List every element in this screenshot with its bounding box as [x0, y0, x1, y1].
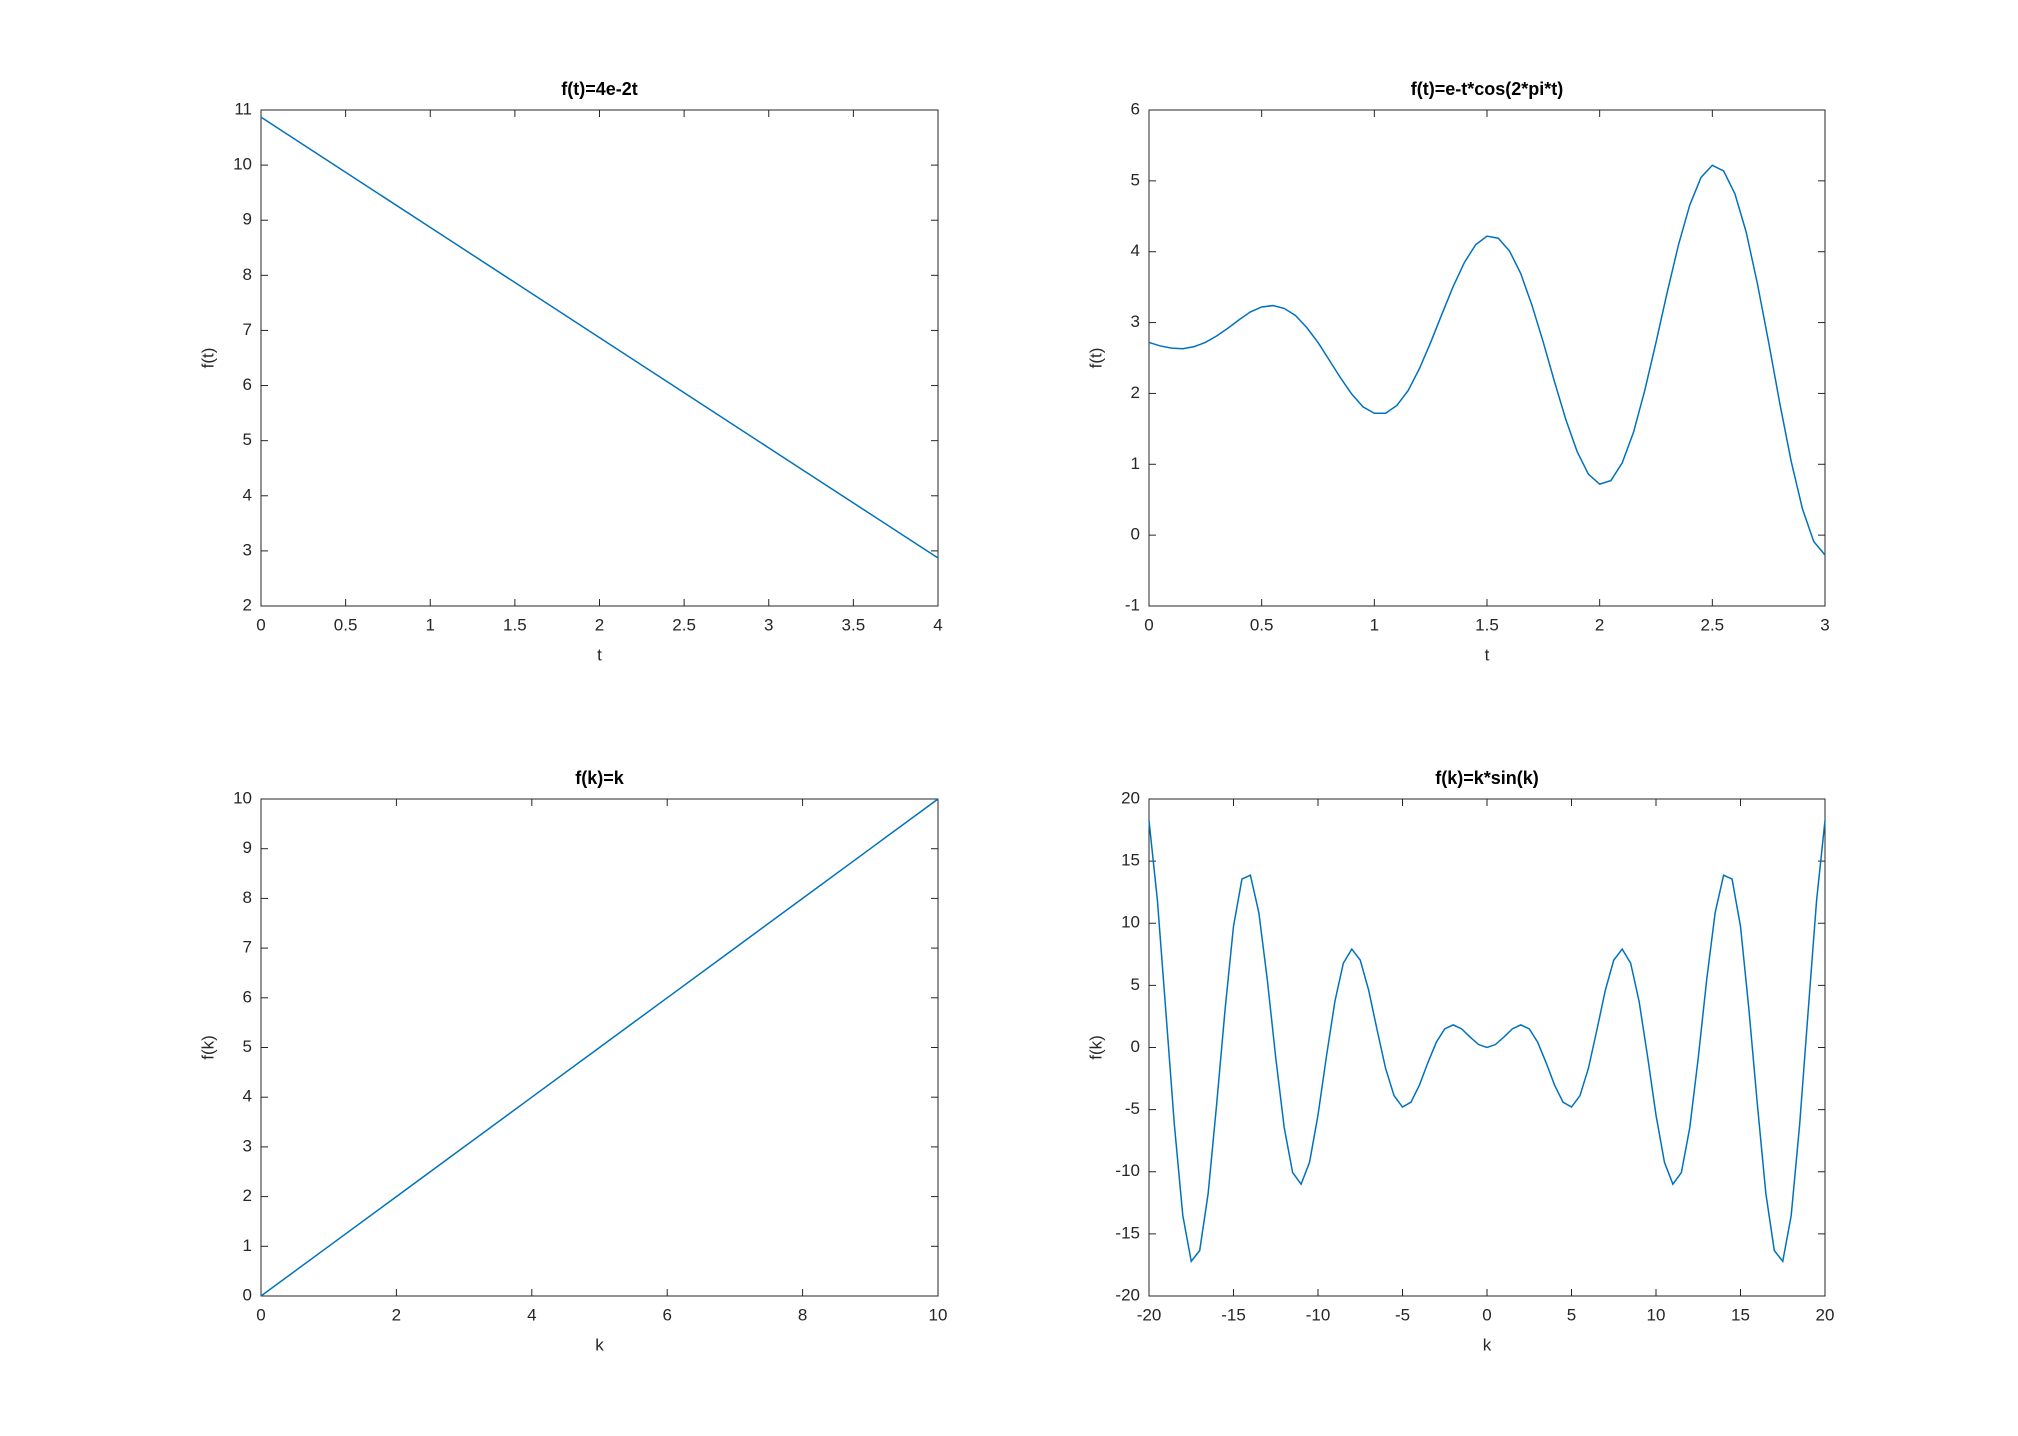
x-tick-label: -5 — [1395, 1305, 1410, 1324]
chart-title: f(t)=4e-2t — [561, 79, 638, 99]
y-axis-label: f(t) — [1086, 348, 1105, 369]
x-tick-label: 4 — [527, 1305, 536, 1324]
y-tick-label: 5 — [243, 430, 252, 449]
y-tick-label: -1 — [1125, 595, 1140, 614]
subplot: 0 2 4 6 8 10 0 1 2 3 4 5 6 7 8 9 10 f(k)=k k f(k) — [198, 768, 947, 1355]
x-tick-label: 10 — [929, 1305, 948, 1324]
data-line — [1148, 164, 1826, 556]
subplot: -20 -15 -10 -5 0 5 10 15 20 -20 -15 -10 -5 0 5 10 15 20 f(… — [1086, 768, 1834, 1355]
y-axis-label: f(k) — [1086, 1035, 1105, 1060]
x-tick-label: 0.5 — [1250, 615, 1274, 634]
x-tick-label: 8 — [798, 1305, 807, 1324]
y-tick-label: 2 — [1131, 383, 1140, 402]
y-tick-label: 10 — [233, 788, 252, 807]
x-tick-label: 5 — [1567, 1305, 1576, 1324]
subplot: 0 0.5 1 1.5 2 2.5 3-10123456f(t)=e-t*cos(2*pi*… — [1086, 79, 1829, 665]
x-tick-label: 10 — [1647, 1305, 1666, 1324]
x-tick-label: 0.5 — [334, 615, 358, 634]
y-tick-label: 3 — [1131, 312, 1140, 331]
x-tick-label: -10 — [1306, 1305, 1331, 1324]
y-tick-label: 7 — [243, 938, 252, 957]
x-tick-label: 3 — [764, 615, 773, 634]
y-tick-label: 6 — [243, 375, 252, 394]
x-tick-label: 1.5 — [1475, 615, 1499, 634]
y-tick-label: 0 — [243, 1285, 252, 1304]
x-tick-label: 0 — [1482, 1305, 1491, 1324]
x-tick-label: 2.5 — [1701, 615, 1725, 634]
x-tick-label: -20 — [1137, 1305, 1162, 1324]
y-tick-label: 3 — [243, 1136, 252, 1155]
x-tick-label: 3 — [1820, 615, 1829, 634]
y-tick-label: 15 — [1121, 851, 1140, 870]
y-tick-label: 2 — [243, 595, 252, 614]
x-tick-label: 6 — [662, 1305, 671, 1324]
y-tick-label: 3 — [243, 540, 252, 559]
y-tick-label: 11 — [234, 99, 252, 118]
x-tick-label: 2 — [1595, 615, 1604, 634]
y-tick-label: -15 — [1115, 1223, 1140, 1242]
x-tick-label: 20 — [1816, 1305, 1835, 1324]
x-tick-label: 2 — [595, 615, 604, 634]
x-axis-label: k — [1483, 1335, 1492, 1354]
axes-box — [1148, 109, 1826, 607]
x-axis-label: t — [1485, 645, 1490, 664]
y-tick-label: 4 — [243, 485, 252, 504]
y-tick-label: 8 — [243, 888, 252, 907]
y-tick-label: 0 — [1131, 1037, 1140, 1056]
x-axis-label: k — [595, 1335, 604, 1354]
y-tick-label: 20 — [1121, 788, 1140, 807]
y-tick-label: 1 — [1131, 454, 1140, 473]
data-line — [260, 116, 939, 559]
y-tick-label: 8 — [243, 265, 252, 284]
x-tick-label: 2 — [392, 1305, 401, 1324]
y-tick-label: -10 — [1115, 1161, 1140, 1180]
x-axis-label: t — [597, 645, 602, 664]
y-tick-label: 5 — [1131, 975, 1140, 994]
chart-title: f(k)=k*sin(k) — [1435, 768, 1539, 788]
y-tick-label: 5 — [243, 1037, 252, 1056]
y-tick-label: 4 — [1131, 241, 1140, 260]
y-tick-label: 0 — [1131, 525, 1140, 544]
y-tick-label: 9 — [243, 838, 252, 857]
y-tick-label: 7 — [243, 320, 252, 339]
y-tick-label: 6 — [1131, 99, 1140, 118]
y-tick-label: 2 — [243, 1186, 252, 1205]
chart-title: f(k)=k — [575, 768, 625, 788]
y-tick-label: 6 — [243, 987, 252, 1006]
y-tick-label: 5 — [1131, 170, 1140, 189]
x-tick-label: 15 — [1731, 1305, 1750, 1324]
x-tick-label: 0 — [1144, 615, 1153, 634]
x-tick-label: 0 — [256, 1305, 265, 1324]
x-tick-label: 0 — [256, 615, 265, 634]
y-tick-label: 10 — [1121, 913, 1140, 932]
y-tick-label: 10 — [233, 155, 252, 174]
y-tick-label: 4 — [243, 1087, 252, 1106]
y-tick-label: -5 — [1125, 1099, 1140, 1118]
data-line — [260, 798, 939, 1297]
y-axis-label: f(t) — [198, 348, 217, 369]
x-tick-label: 4 — [933, 615, 942, 634]
y-axis-label: f(k) — [198, 1035, 217, 1060]
x-tick-label: 3.5 — [842, 615, 866, 634]
x-tick-label: 1 — [426, 615, 435, 634]
x-tick-label: 1 — [1370, 615, 1379, 634]
y-tick-label: -20 — [1115, 1285, 1140, 1304]
axes-box — [260, 109, 939, 607]
x-tick-label: 2.5 — [672, 615, 696, 634]
x-tick-label: -15 — [1221, 1305, 1246, 1324]
y-tick-label: 1 — [243, 1236, 252, 1255]
data-line — [1148, 820, 1826, 1264]
x-tick-label: 1.5 — [503, 615, 527, 634]
chart-title: f(t)=e-t*cos(2*pi*t) — [1411, 79, 1564, 99]
subplot: 0 0.5 1 1.5 2 2.5 3 3.5 4 2 3 4 5 6 7 8 9 10 11 f(t)=4e-2t t… — [198, 79, 942, 665]
y-tick-label: 9 — [243, 210, 252, 229]
